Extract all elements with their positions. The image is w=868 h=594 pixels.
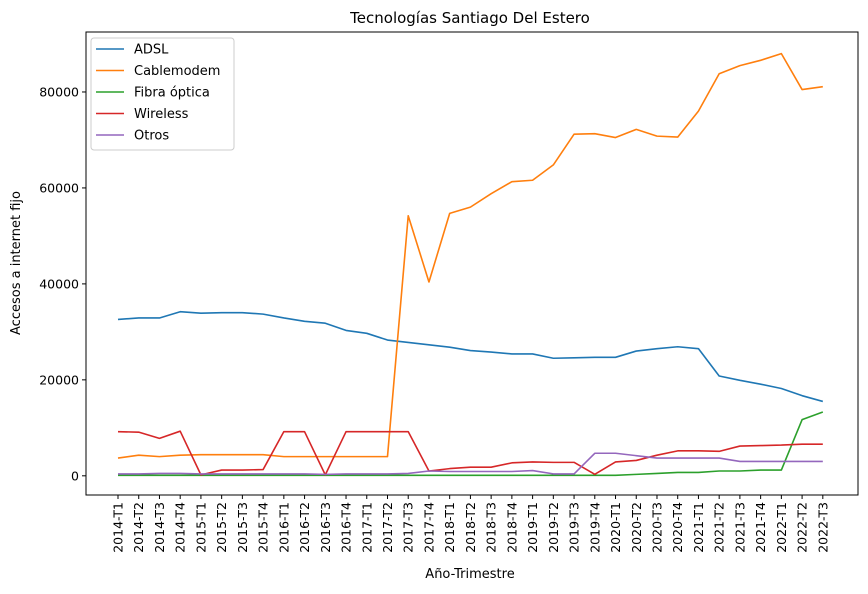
- x-tick-label: 2018-T1: [442, 502, 457, 553]
- series-line-fibra-optica: [118, 411, 824, 477]
- x-tick-label: 2015-T4: [256, 502, 271, 553]
- y-tick-label: 40000: [39, 276, 79, 291]
- x-tick-label: 2017-T4: [421, 502, 436, 553]
- x-tick-label: 2014-T2: [131, 502, 146, 553]
- x-tick-label: 2017-T3: [401, 502, 416, 553]
- x-tick-label: 2017-T2: [380, 502, 395, 553]
- y-tick-label: 20000: [39, 372, 79, 387]
- x-tick-label: 2022-T2: [795, 502, 810, 553]
- x-tick-label: 2015-T3: [235, 502, 250, 553]
- legend: ADSL Cablemodem Fibra óptica Wireless Otros: [90, 37, 235, 151]
- x-tick-label: 2019-T3: [567, 502, 582, 553]
- legend-box: [90, 37, 235, 151]
- legend-label-wireless: Wireless: [134, 107, 189, 122]
- legend-label-otros: Otros: [134, 129, 169, 144]
- plot-area: 0 20000 40000 60000 80000 2014-T1 2014-T2 2014-…: [39, 52, 830, 553]
- x-tick-label: 2015-T1: [193, 502, 208, 553]
- x-tick-label: 2016-T1: [276, 502, 291, 553]
- legend-label-adsl: ADSL: [134, 43, 169, 58]
- x-tick-label: 2016-T3: [318, 502, 333, 553]
- x-tick-label: 2022-T3: [815, 502, 830, 553]
- x-tick-label: 2022-T1: [774, 502, 789, 553]
- x-tick-label: 2014-T4: [173, 502, 188, 553]
- x-tick-label: 2020-T2: [629, 502, 644, 553]
- x-tick-label: 2020-T4: [670, 502, 685, 553]
- x-tick-label: 2019-T2: [546, 502, 561, 553]
- x-tick-label: 2014-T3: [152, 502, 167, 553]
- series-line-cablemodem: [117, 52, 823, 459]
- y-tick-label: 0: [71, 468, 79, 483]
- x-tick-label: 2021-T4: [753, 502, 768, 553]
- x-tick-label: 2017-T1: [359, 502, 374, 553]
- x-tick-label: 2018-T4: [504, 502, 519, 553]
- x-tick-label: 2019-T1: [525, 502, 540, 553]
- x-tick-label: 2021-T3: [732, 502, 747, 553]
- x-tick-label: 2016-T2: [297, 502, 312, 553]
- x-tick-label: 2018-T2: [463, 502, 478, 553]
- x-tick-label: 2018-T3: [484, 502, 499, 553]
- x-tick-label: 2016-T4: [339, 502, 354, 553]
- x-tick-label: 2014-T1: [111, 502, 126, 553]
- y-axis-title: Accesos a internet fijo: [9, 191, 24, 335]
- x-tick-label: 2021-T2: [712, 502, 727, 553]
- x-tick-label: 2015-T2: [214, 502, 229, 553]
- chart-title: Tecnologías Santiago Del Estero: [349, 9, 590, 27]
- y-tick-label: 80000: [39, 84, 79, 99]
- series-line-adsl: [117, 310, 824, 403]
- y-tick-label: 60000: [39, 180, 79, 195]
- plot-frame: [85, 31, 859, 496]
- legend-label-cablemodem: Cablemodem: [134, 64, 220, 79]
- x-tick-label: 2019-T4: [587, 502, 602, 553]
- series-line-otros: [118, 452, 823, 476]
- x-tick-label: 2020-T3: [649, 502, 664, 553]
- legend-label-fibra-optica: Fibra óptica: [134, 86, 210, 101]
- series-line-wireless: [117, 430, 823, 476]
- x-tick-label: 2020-T1: [608, 502, 623, 553]
- x-axis-title: Año-Trimestre: [425, 567, 514, 582]
- x-tick-label: 2021-T1: [691, 502, 706, 553]
